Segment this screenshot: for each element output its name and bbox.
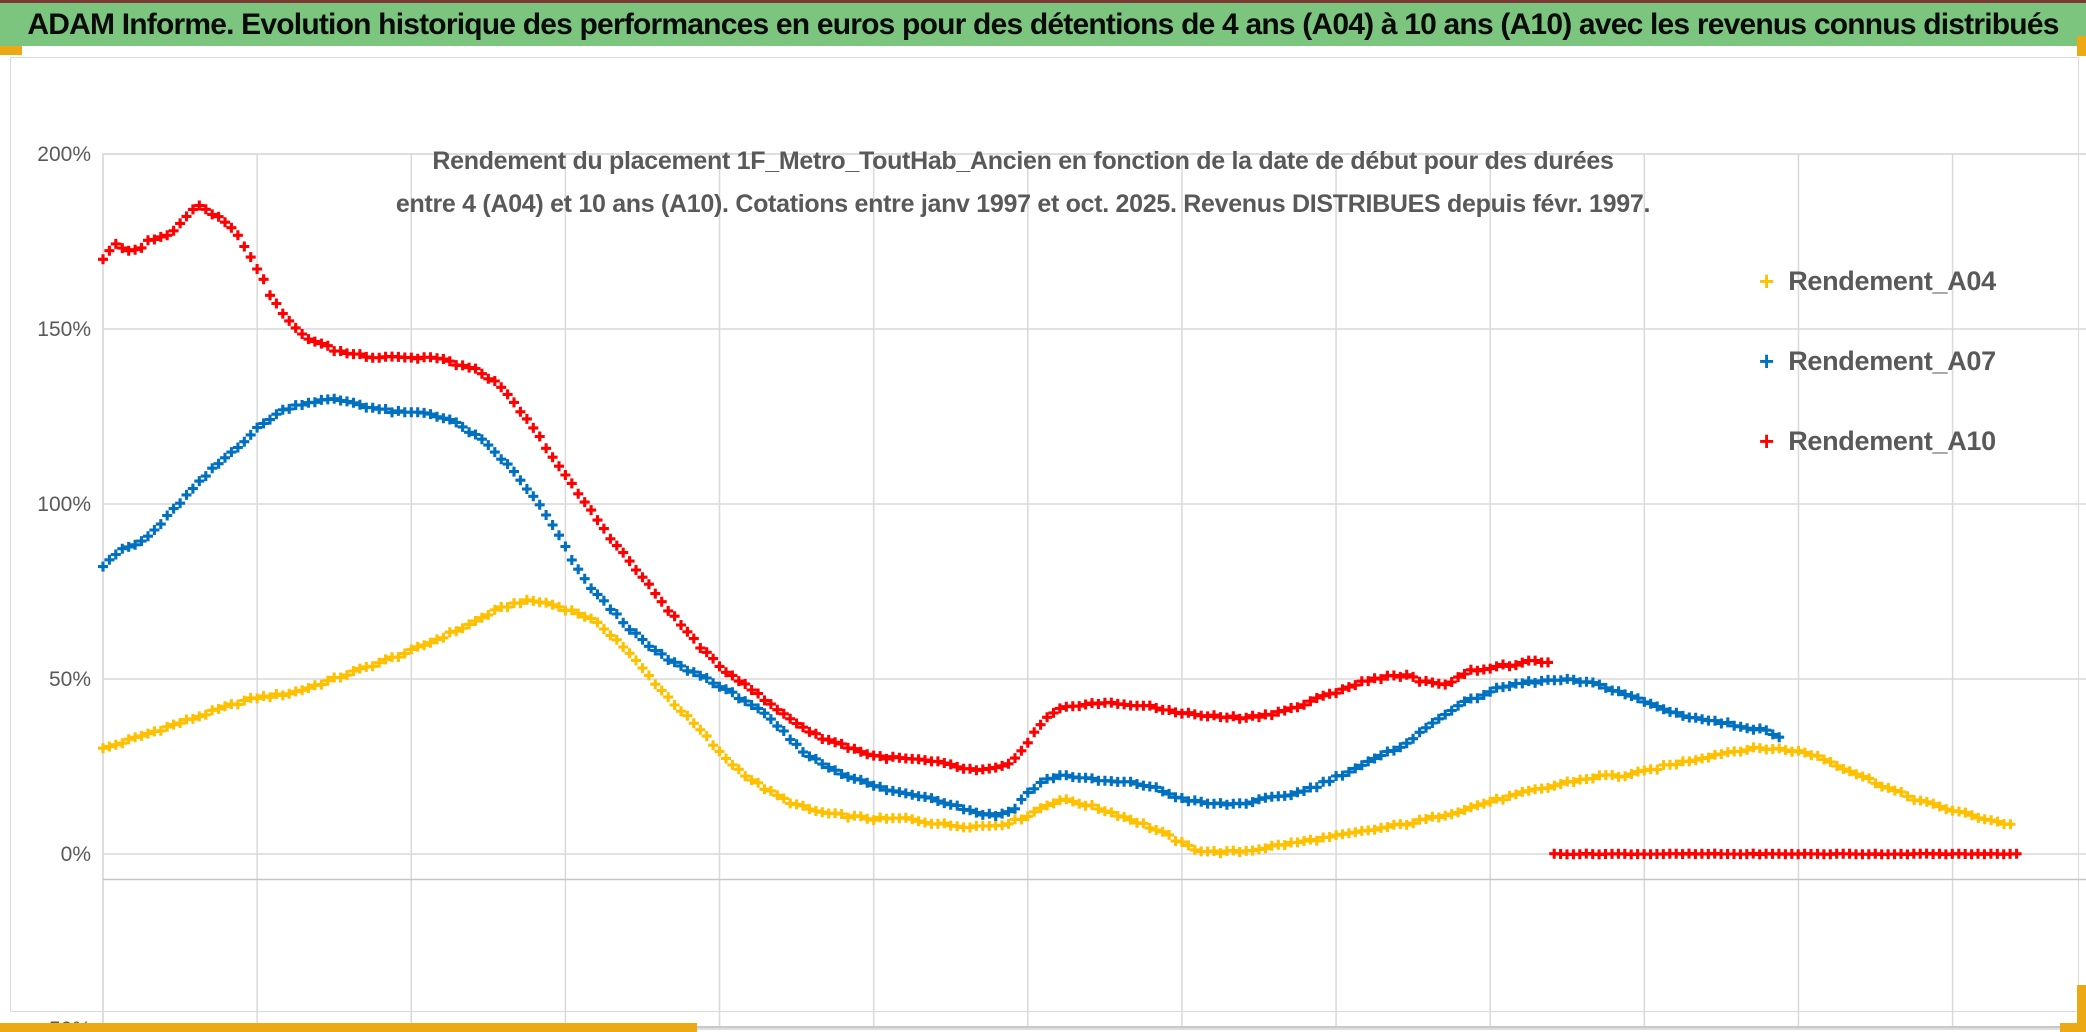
- chart-legend: + Rendement_A04 + Rendement_A07 + Rendem…: [1759, 241, 2079, 481]
- y-tick-label: 200%: [37, 143, 91, 166]
- legend-label: Rendement_A04: [1788, 265, 1996, 296]
- plus-icon: +: [1759, 266, 1775, 296]
- series-rendement_a10: [98, 200, 1553, 776]
- series-rendement_a10_zero_segment: [1549, 848, 2022, 860]
- chart-title-line2: entre 4 (A04) et 10 ans (A10). Cotations…: [395, 190, 1651, 218]
- y-tick-label: 0%: [61, 843, 91, 866]
- y-tick-label: 100%: [37, 493, 91, 516]
- top-border-line: [0, 0, 2086, 3]
- plot-border: [102, 153, 2086, 1030]
- chart-title: Rendement du placement 1F_Metro_ToutHab_…: [313, 140, 1733, 226]
- legend-label: Rendement_A07: [1788, 345, 1996, 376]
- y-tick-label: 150%: [37, 318, 91, 341]
- chart-frame[interactable]: 200%150%100%50%0%- 50%01/01/199701/01/19…: [10, 57, 2086, 1032]
- plus-icon: +: [1759, 426, 1775, 456]
- performance-chart: 200%150%100%50%0%- 50%01/01/199701/01/19…: [36, 143, 2086, 1032]
- legend-label: Rendement_A10: [1788, 425, 1996, 456]
- gold-accent-bottom-bar: [0, 1023, 697, 1032]
- series-rendement_a04: [98, 594, 2016, 859]
- gold-accent-bottom-right-v: [2077, 985, 2086, 1032]
- report-title-bar: ADAM Informe. Evolution historique des p…: [0, 3, 2086, 46]
- gold-accent-left: [0, 46, 22, 55]
- page-title: ADAM Informe. Evolution historique des p…: [27, 7, 2059, 41]
- chart-title-line1: Rendement du placement 1F_Metro_ToutHab_…: [432, 147, 1614, 175]
- gold-accent-top-right: [2077, 36, 2086, 56]
- bottom-border-line: [697, 1026, 2060, 1028]
- plus-icon: +: [1759, 346, 1775, 376]
- series-rendement_a07: [98, 393, 1785, 821]
- legend-item-rendement-a04[interactable]: + Rendement_A04: [1759, 241, 2079, 321]
- legend-item-rendement-a10[interactable]: + Rendement_A10: [1759, 401, 2079, 481]
- axis-labels: 200%150%100%50%0%- 50%01/01/199701/01/19…: [36, 143, 91, 1032]
- legend-item-rendement-a07[interactable]: + Rendement_A07: [1759, 321, 2079, 401]
- gold-accent-bottom-right-h: [2060, 1023, 2086, 1032]
- y-tick-label: 50%: [49, 668, 91, 691]
